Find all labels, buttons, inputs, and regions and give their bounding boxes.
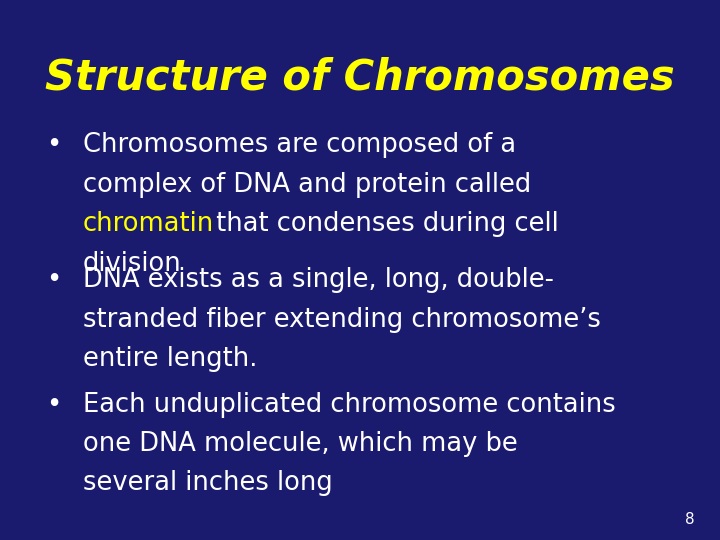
Text: one DNA molecule, which may be: one DNA molecule, which may be xyxy=(83,431,518,457)
Text: Chromosomes are composed of a: Chromosomes are composed of a xyxy=(83,132,516,158)
Text: several inches long: several inches long xyxy=(83,470,333,496)
Text: •: • xyxy=(46,132,62,158)
Text: •: • xyxy=(46,267,62,293)
Text: 8: 8 xyxy=(685,511,695,526)
Text: complex of DNA and protein called: complex of DNA and protein called xyxy=(83,172,531,198)
Text: chromatin: chromatin xyxy=(83,211,214,237)
Text: stranded fiber extending chromosome’s: stranded fiber extending chromosome’s xyxy=(83,307,600,333)
Text: DNA exists as a single, long, double-: DNA exists as a single, long, double- xyxy=(83,267,554,293)
Text: division: division xyxy=(83,251,181,276)
Text: that condenses during cell: that condenses during cell xyxy=(207,211,559,237)
Text: Structure of Chromosomes: Structure of Chromosomes xyxy=(45,57,675,99)
Text: •: • xyxy=(46,392,62,417)
Text: Each unduplicated chromosome contains: Each unduplicated chromosome contains xyxy=(83,392,616,417)
Text: entire length.: entire length. xyxy=(83,346,257,372)
